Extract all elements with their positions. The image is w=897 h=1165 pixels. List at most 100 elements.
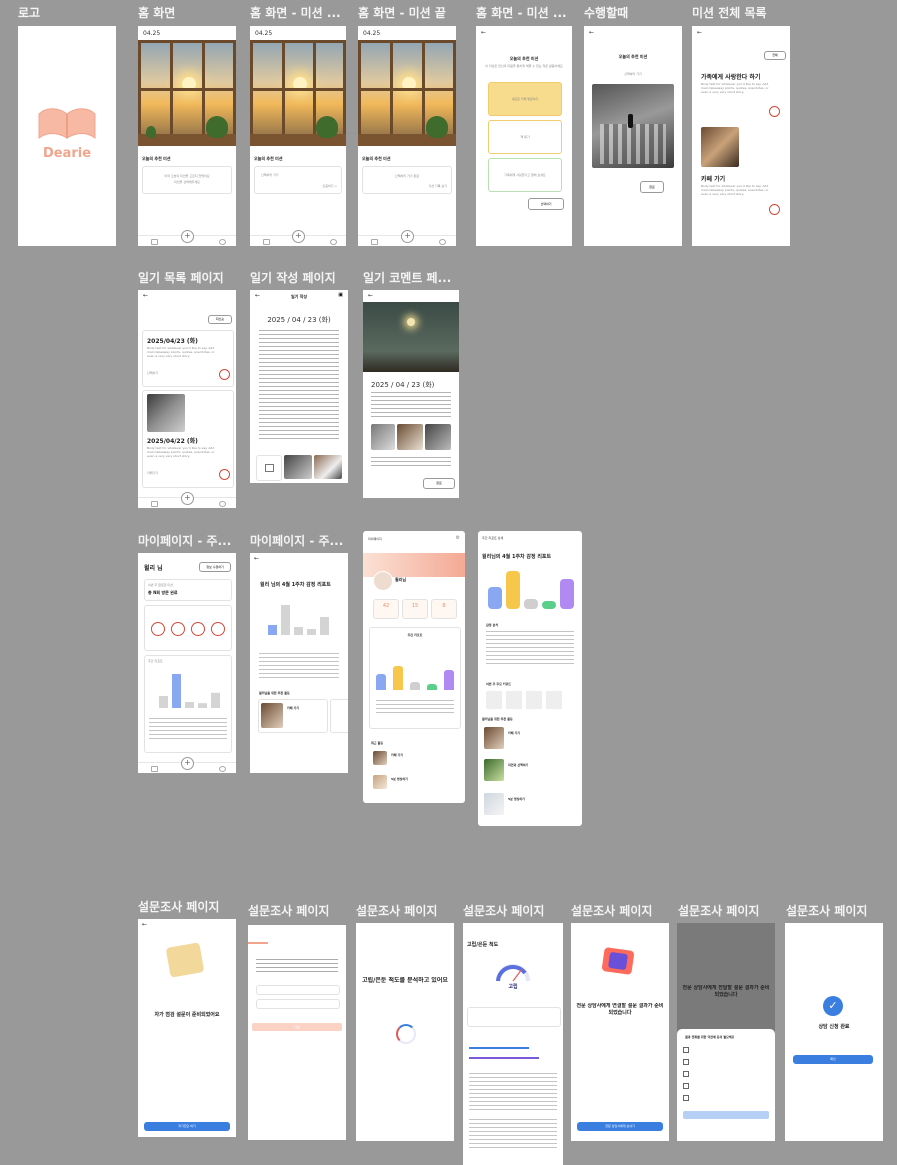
back-icon[interactable]: ← [255, 292, 261, 299]
frame-title-survey-7: 설문조사 페이지 [786, 904, 868, 918]
diary-body [371, 392, 451, 420]
rec-heading: 윌리님을 위한 추천 활동 [259, 691, 290, 695]
survey-agree-frame: 전문 상담사에게 전달할 설문 결과가 준비되었습니다 결과 전화를 위한 약관… [677, 923, 775, 1141]
attached-photo [284, 455, 312, 479]
rec-card[interactable]: 카페 가기 [258, 699, 328, 733]
survey-consult-frame: 전문 상담사에게 연결할 설문 결과가 준비되었습니다 전문 상담사에게 보내기 [571, 923, 669, 1141]
diary-icon[interactable] [263, 239, 270, 245]
loading-title: 고립/은둔 척도를 분석하고 있어요 [362, 977, 448, 984]
answer-option[interactable] [256, 985, 340, 995]
rec-item[interactable]: 카페 가기 [508, 731, 521, 735]
analysis-heading: 감정 분석 [486, 623, 499, 627]
select-button[interactable]: 선택하기 [528, 198, 564, 210]
profile-icon[interactable] [439, 239, 446, 245]
recent-item[interactable]: 5분 명상하기 [391, 777, 408, 781]
report-card[interactable]: 주간 리포트 [144, 655, 232, 753]
agree-submit-button[interactable] [683, 1111, 769, 1119]
recent-item[interactable]: 카페 가기 [391, 753, 404, 757]
mission-2-title[interactable]: 카페 가기 [701, 176, 726, 183]
doing-title: 오늘의 추천 미션 [618, 54, 648, 59]
chart-bar [198, 703, 207, 708]
add-icon[interactable]: + [181, 757, 194, 770]
diary-entry-1[interactable]: 2025/04/23 (화) Body text for whatever yo… [142, 330, 234, 387]
done-button[interactable]: 완료 [423, 478, 455, 489]
diary-icon[interactable] [151, 239, 158, 245]
night-window-photo [363, 302, 459, 372]
checkbox[interactable] [683, 1095, 689, 1101]
rec-item[interactable]: 5분 명상하기 [508, 797, 525, 801]
mission-card[interactable]: 산책하러 가기 인증하기 > [254, 166, 342, 194]
complete-button[interactable]: 완료 [640, 181, 664, 193]
filter-select[interactable]: 전체 [764, 51, 786, 60]
entry-photo [147, 394, 185, 432]
diary-icon[interactable] [151, 766, 158, 772]
doing-subtitle: 산책하러 가기 [624, 72, 642, 76]
frame-title-home-done: 홈 화면 - 미션 끝 [358, 6, 446, 20]
back-icon[interactable]: ← [254, 555, 260, 562]
result-label: 고립 [508, 984, 518, 990]
weekly-report-card[interactable]: 주간 리포트 [369, 627, 461, 729]
answer-option[interactable] [256, 999, 340, 1009]
diary-icon[interactable] [371, 239, 378, 245]
next-button[interactable]: 다음 [252, 1023, 342, 1031]
mission-card[interactable]: 산책하러 가기 완료 미션 기록 보기 [362, 166, 452, 194]
frame-title-mission-list: 미션 전체 목록 [692, 6, 767, 20]
rec-card[interactable] [330, 699, 348, 733]
edit-profile-button[interactable]: 정보 수정하기 [199, 562, 231, 572]
date-label: 04.25 [255, 30, 273, 37]
mission-1-title[interactable]: 가족에게 사랑한다 하기 [701, 74, 761, 81]
profile-icon[interactable] [330, 239, 337, 245]
back-icon[interactable]: ← [697, 29, 703, 36]
frame-title-survey-5: 설문조사 페이지 [571, 904, 653, 918]
result-header: 고립/은둔 척도 [467, 942, 499, 948]
result-tips [469, 1119, 557, 1149]
mission-pick-frame: ← 오늘의 추천 미션 이 미션은 당신의 마음을 편하게 해줄 수 있는 작은… [476, 26, 572, 246]
mission-option-2[interactable]: 책 읽기 [488, 120, 562, 154]
verify-link[interactable]: 인증하기 > [322, 184, 337, 188]
confirm-button[interactable]: 확인 [793, 1055, 873, 1064]
diary-text-area[interactable] [259, 330, 339, 440]
check-icon: ✓ [823, 996, 843, 1016]
add-icon[interactable]: + [401, 230, 414, 243]
add-photo-button[interactable] [256, 455, 282, 481]
report-summary [149, 718, 227, 740]
rec-item[interactable]: 자연과 산책하기 [508, 763, 529, 767]
diary-entry-2[interactable]: 2025/04/22 (화) Body text for whatever yo… [142, 390, 234, 488]
checkbox[interactable] [683, 1059, 689, 1065]
diary-icon[interactable] [151, 501, 158, 507]
profile-icon[interactable] [219, 239, 226, 245]
checkbox[interactable] [683, 1047, 689, 1053]
checkbox[interactable] [683, 1071, 689, 1077]
sort-select[interactable]: 최신순 [208, 315, 232, 324]
weekly-detail-frame: 주간 리포트 상세 윌리님의 4월 1주차 감정 리포트 감정 분석 이번 주 … [478, 531, 582, 826]
weekly-mood-chart [159, 674, 220, 708]
mission-2-desc: Body text for whatever you'd like to say… [701, 184, 769, 196]
rec-photo [261, 703, 283, 728]
mission-option-1[interactable]: 새로운 카페 방문하기 [488, 82, 562, 116]
mission-option-3[interactable]: 가족에게 사랑한다고 말해 보세요 [488, 158, 562, 192]
stat-card: 42 [373, 599, 399, 619]
home-progress-frame: 04.25 오늘의 추천 미션 산책하러 가기 인증하기 > + [250, 26, 346, 246]
settings-icon[interactable]: ⚙ [455, 535, 460, 541]
frame-title-mypage-2: 마이페이지 - 주... [250, 534, 344, 548]
mission-card[interactable]: 아직 오늘의 미션을 고르지 않았어요 미션을 선택해주세요 [142, 166, 232, 194]
back-icon[interactable]: ← [481, 29, 487, 36]
frame-title-diary-write: 일기 작성 페이지 [250, 271, 336, 285]
save-icon[interactable]: ▣ [338, 292, 343, 298]
add-icon[interactable]: + [292, 230, 305, 243]
bottom-nav: + [138, 757, 236, 773]
record-link[interactable]: 미션 기록 보기 [428, 184, 447, 188]
back-icon[interactable]: ← [589, 29, 595, 36]
checkbox[interactable] [683, 1083, 689, 1089]
profile-icon[interactable] [219, 766, 226, 772]
back-icon[interactable]: ← [142, 921, 148, 928]
send-to-counselor-button[interactable]: 전문 상담사에게 보내기 [577, 1122, 663, 1131]
add-icon[interactable]: + [181, 230, 194, 243]
stamp-card [144, 605, 232, 651]
add-icon[interactable]: + [181, 492, 194, 505]
profile-icon[interactable] [219, 501, 226, 507]
stamp-icon [769, 204, 780, 215]
back-icon[interactable]: ← [143, 292, 149, 299]
start-survey-button[interactable]: 자가진단 하기 [144, 1122, 230, 1131]
back-icon[interactable]: ← [368, 292, 374, 299]
